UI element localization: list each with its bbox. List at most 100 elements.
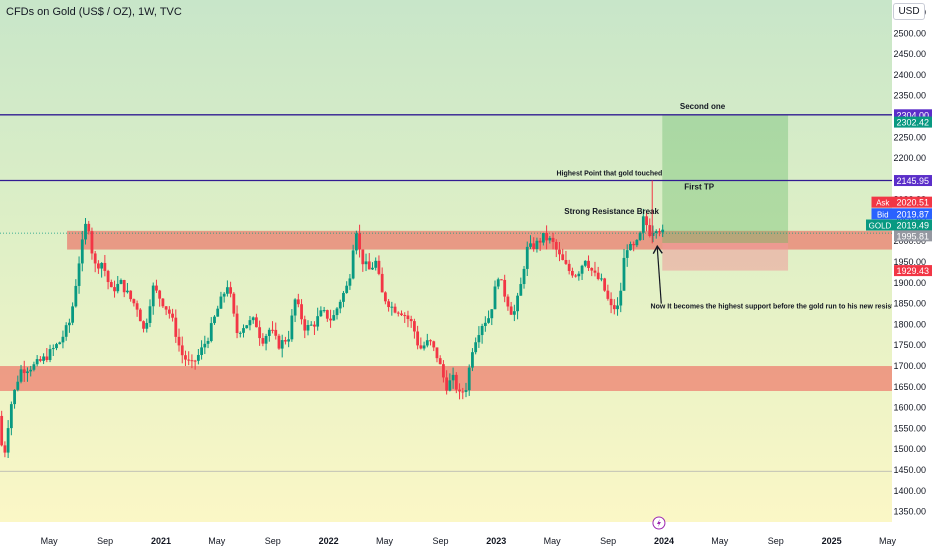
price-tick-label: 1450.00: [893, 465, 926, 475]
candle-body: [122, 280, 126, 293]
candle-body: [32, 364, 36, 370]
price-tick-label: 1700.00: [893, 361, 926, 371]
candle-body: [229, 287, 233, 294]
time-tick-label: Sep: [768, 536, 784, 546]
time-tick-label: 2025: [822, 536, 842, 546]
time-tick-label: 2022: [319, 536, 339, 546]
lightning-icon: [656, 519, 661, 527]
candle-body: [67, 322, 71, 326]
candle-body: [371, 267, 374, 270]
time-tick-label: Sep: [600, 536, 616, 546]
candle-body: [467, 367, 471, 391]
candle-body: [277, 335, 281, 349]
candle-body: [635, 239, 639, 246]
candle-body: [625, 250, 629, 258]
price-tick-label: 1750.00: [893, 340, 926, 350]
candle-body: [287, 339, 291, 342]
candle-body: [167, 309, 171, 314]
candle-body: [6, 428, 10, 453]
candle-body: [138, 309, 142, 322]
candle-body: [232, 293, 236, 314]
candle-body: [100, 262, 104, 269]
candle-body: [393, 306, 397, 313]
candle-body: [616, 305, 619, 310]
label-2304: [894, 109, 932, 121]
candle-body: [206, 341, 210, 344]
candle-body: [316, 316, 320, 327]
candle-body: [38, 359, 42, 361]
candle-body: [296, 299, 300, 305]
candle-body: [216, 308, 220, 317]
highest-point-label: Highest Point that gold touched: [557, 171, 663, 178]
candle-body: [390, 306, 394, 308]
label-1995-text: 1995.81: [896, 231, 929, 241]
candle-body: [51, 348, 55, 350]
candle-body: [177, 336, 181, 346]
candle-body: [303, 319, 307, 331]
candle-body: [245, 325, 249, 329]
candle-body: [458, 389, 461, 392]
candle-body: [342, 292, 345, 302]
candle-body: [629, 244, 632, 251]
price-tick-label: 1800.00: [893, 319, 926, 329]
candle-body: [45, 356, 49, 360]
candles-group[interactable]: [0, 180, 665, 458]
price-axis[interactable]: [892, 0, 932, 522]
candle-body: [512, 311, 516, 315]
label-1995: [894, 230, 932, 242]
time-axis[interactable]: [0, 522, 932, 550]
candle-body: [400, 313, 403, 316]
candle-body: [84, 223, 87, 240]
candle-body: [506, 296, 510, 307]
candle-body: [632, 244, 636, 246]
candle-body: [538, 240, 542, 243]
candle-body: [345, 285, 349, 293]
candle-body: [451, 374, 455, 381]
label-1929-text: 1929.43: [896, 266, 929, 276]
time-tick-label: Sep: [265, 536, 281, 546]
price-tick-label: 2400.00: [893, 70, 926, 80]
candle-body: [577, 273, 581, 277]
candle-body: [348, 278, 352, 286]
price-tick-label: 1550.00: [893, 423, 926, 433]
price-tick-label: 1500.00: [893, 444, 926, 454]
candle-body: [119, 280, 123, 284]
candle-body: [432, 341, 436, 348]
candle-body: [361, 249, 365, 265]
candle-body: [97, 263, 100, 269]
candle-body: [351, 250, 355, 279]
candle-body: [483, 322, 487, 326]
candle-body: [306, 325, 310, 331]
candle-body: [651, 232, 655, 236]
candle-body: [148, 306, 152, 323]
time-tick-label: May: [879, 536, 897, 546]
price-tick-label: 1950.00: [893, 257, 926, 267]
candle-body: [548, 237, 552, 241]
candle-body: [532, 243, 536, 250]
candle-body: [19, 369, 23, 382]
candle-body: [461, 391, 465, 393]
candle-body: [480, 325, 484, 336]
candle-body: [525, 246, 529, 269]
candle-body: [335, 308, 339, 316]
price-tick-label: 1650.00: [893, 382, 926, 392]
position-target-area[interactable]: [662, 115, 789, 243]
position-stop-area[interactable]: [662, 242, 789, 271]
label-gold: [894, 219, 932, 231]
candle-body: [274, 329, 278, 336]
time-tick-label: May: [544, 536, 562, 546]
resistance-break-label: Strong Resistance Break: [564, 207, 659, 216]
candle-body: [416, 331, 420, 346]
candle-body: [313, 324, 316, 327]
candle-body: [387, 301, 391, 308]
candle-body: [570, 270, 574, 276]
candle-body: [0, 415, 4, 446]
time-tick-label: 2021: [151, 536, 171, 546]
candle-body: [71, 306, 75, 323]
currency-button[interactable]: USD: [893, 3, 925, 20]
label-2302: [894, 116, 932, 128]
candle-body: [574, 275, 578, 277]
candle-body: [638, 232, 642, 240]
